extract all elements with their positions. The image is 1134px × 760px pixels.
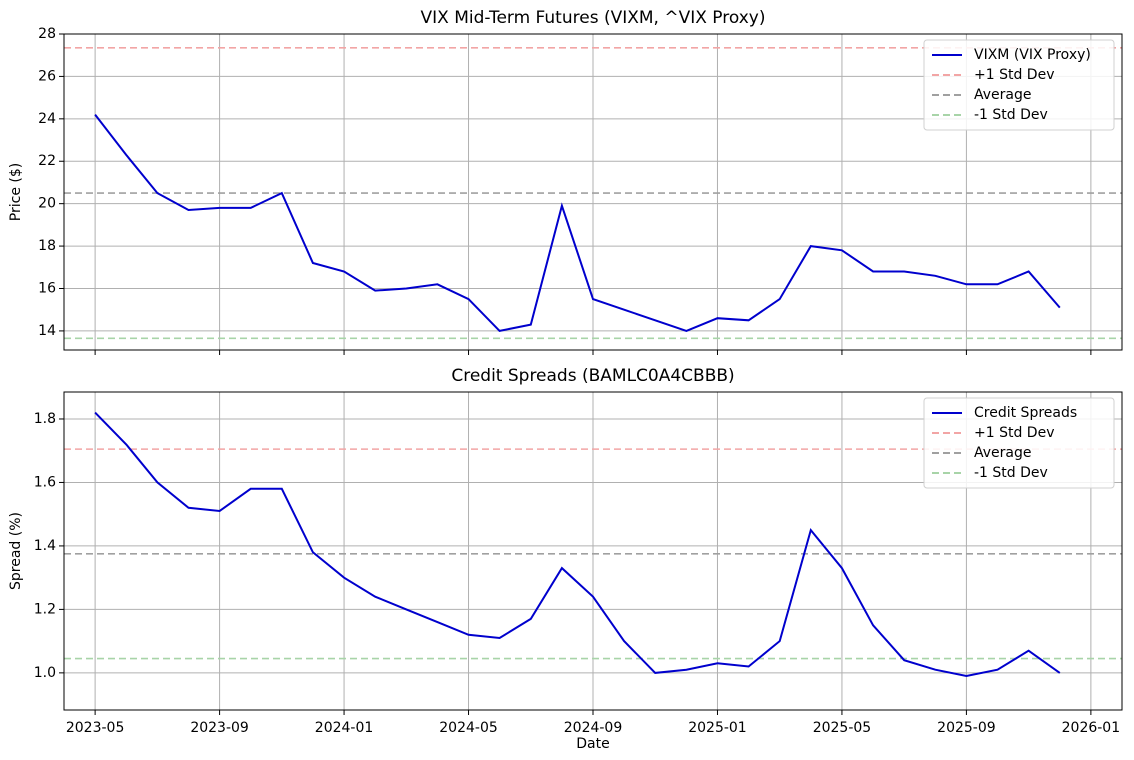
x-tick-label: 2024-01 — [315, 720, 374, 736]
legend-box — [923, 397, 1115, 489]
y-tick-label: 1.6 — [34, 474, 56, 490]
legend-box — [923, 39, 1115, 131]
legend-label: +1 Std Dev — [974, 425, 1054, 441]
x-tick-label: 2024-09 — [564, 720, 623, 736]
y-tick-label: 18 — [38, 238, 56, 254]
y-axis-label: Spread (%) — [8, 512, 24, 590]
y-tick-label: 26 — [38, 68, 56, 84]
x-tick-label: 2025-01 — [688, 720, 747, 736]
y-tick-label: 20 — [38, 196, 56, 212]
y-tick-label: 1.2 — [34, 601, 56, 617]
y-tick-label: 22 — [38, 153, 56, 169]
legend-label: -1 Std Dev — [974, 107, 1048, 123]
legend-label: Average — [974, 87, 1032, 103]
y-tick-label: 28 — [38, 26, 56, 42]
plot-frame — [63, 33, 1123, 351]
legend-label: -1 Std Dev — [974, 465, 1048, 481]
x-tick-label: 2023-09 — [190, 720, 249, 736]
y-tick-label: 1.8 — [34, 411, 56, 427]
x-tick-label: 2024-05 — [439, 720, 498, 736]
y-tick-label: 16 — [38, 280, 56, 296]
x-tick-label: 2025-05 — [813, 720, 872, 736]
data-line — [94, 411, 1061, 678]
chart-title: VIX Mid-Term Futures (VIXM, ^VIX Proxy) — [421, 8, 766, 28]
x-axis-label: Date — [576, 736, 609, 752]
legend-label: VIXM (VIX Proxy) — [974, 47, 1091, 63]
legend-label: +1 Std Dev — [974, 67, 1054, 83]
x-tick-label: 2023-05 — [66, 720, 125, 736]
chart-title: Credit Spreads (BAMLC0A4CBBB) — [451, 366, 734, 386]
plot-frame — [63, 391, 1123, 711]
legend-label: Average — [974, 445, 1032, 461]
y-tick-label: 1.0 — [34, 665, 56, 681]
legend-label: Credit Spreads — [974, 405, 1077, 421]
y-tick-label: 24 — [38, 111, 56, 127]
y-axis-label: Price ($) — [8, 163, 24, 221]
y-tick-label: 14 — [38, 323, 56, 339]
y-tick-label: 1.4 — [34, 538, 56, 554]
x-tick-label: 2026-01 — [1062, 720, 1121, 736]
x-tick-label: 2025-09 — [937, 720, 996, 736]
data-line — [94, 113, 1061, 332]
